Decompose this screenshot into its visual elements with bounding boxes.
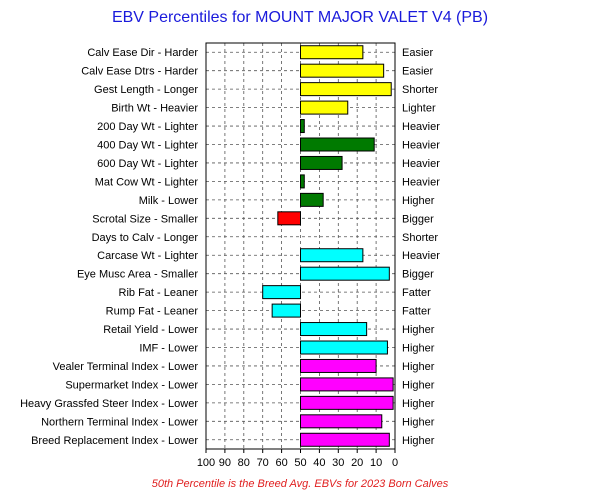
chart-footnote: 50th Percentile is the Breed Avg. EBVs f… (152, 478, 449, 490)
trait-label: Mat Cow Wt - Lighter (95, 176, 199, 188)
bar (300, 63, 385, 78)
trait-label: Rib Fat - Leaner (119, 287, 199, 299)
trait-label: Vealer Terminal Index - Lower (53, 361, 199, 373)
x-tick-label: 100 (197, 457, 215, 469)
trait-direction-label: Higher (402, 361, 435, 373)
trait-label: Retail Yield - Lower (103, 324, 198, 336)
trait-label: 400 Day Wt - Lighter (97, 140, 198, 152)
trait-direction-label: Bigger (402, 213, 434, 225)
trait-label: Supermarket Index - Lower (65, 379, 198, 391)
trait-direction-label: Higher (402, 324, 435, 336)
trait-label: Rump Fat - Leaner (106, 306, 199, 318)
x-tick-label: 90 (219, 457, 231, 469)
bar (300, 45, 364, 60)
bar (300, 155, 343, 170)
bar (300, 82, 392, 97)
trait-label: Northern Terminal Index - Lower (41, 416, 198, 428)
chart-bars (262, 45, 394, 447)
trait-direction-label: Heavier (402, 250, 440, 262)
trait-label: 600 Day Wt - Lighter (97, 158, 198, 170)
bar (300, 174, 305, 189)
bar (300, 395, 394, 410)
x-tick-label: 40 (313, 457, 325, 469)
bar (300, 377, 394, 392)
trait-direction-label: Fatter (402, 287, 431, 299)
trait-direction-label: Heavier (402, 121, 440, 133)
trait-direction-label: Higher (402, 343, 435, 355)
trait-label: Carcase Wt - Lighter (97, 250, 198, 262)
x-tick-label: 80 (238, 457, 250, 469)
bar (262, 285, 302, 300)
trait-label: Breed Replacement Index - Lower (31, 435, 198, 447)
bar (300, 100, 349, 115)
trait-direction-label: Higher (402, 195, 435, 207)
x-tick-label: 70 (257, 457, 269, 469)
trait-direction-label: Lighter (402, 103, 436, 115)
trait-label: Gest Length - Longer (94, 84, 198, 96)
x-tick-label: 50 (294, 457, 306, 469)
trait-label: Heavy Grassfed Steer Index - Lower (20, 398, 198, 410)
trait-labels-left: Calv Ease Dir - Harder Calv Ease Dtrs - H… (20, 47, 198, 447)
trait-direction-label: Shorter (402, 84, 438, 96)
trait-direction-label: Easier (402, 66, 434, 78)
bar (300, 340, 388, 355)
bar (300, 248, 364, 263)
x-tick-label: 60 (275, 457, 287, 469)
trait-label: Days to Calv - Longer (92, 232, 199, 244)
trait-label: Scrotal Size - Smaller (92, 213, 198, 225)
trait-direction-label: Heavier (402, 176, 440, 188)
bar (300, 119, 305, 134)
trait-direction-label: Heavier (402, 140, 440, 152)
bar (300, 137, 375, 152)
trait-direction-label: Easier (402, 47, 434, 59)
bar (300, 414, 383, 429)
trait-label: Birth Wt - Heavier (111, 103, 198, 115)
chart-title: EBV Percentiles for MOUNT MAJOR VALET V4… (112, 9, 488, 26)
trait-direction-label: Higher (402, 435, 435, 447)
x-tick-label: 30 (332, 457, 344, 469)
trait-direction-label: Shorter (402, 232, 438, 244)
trait-label: Milk - Lower (139, 195, 199, 207)
x-axis-ticks: 100 90 80 70 60 50 40 30 20 10 0 (197, 449, 398, 469)
bar (300, 266, 390, 281)
trait-direction-label: Higher (402, 379, 435, 391)
trait-label: 200 Day Wt - Lighter (97, 121, 198, 133)
trait-direction-label: Higher (402, 416, 435, 428)
bar (271, 303, 301, 318)
trait-label: Calv Ease Dir - Harder (87, 47, 198, 59)
bar (300, 358, 377, 373)
trait-label: Eye Musc Area - Smaller (77, 269, 198, 281)
trait-direction-label: Bigger (402, 269, 434, 281)
bar (300, 322, 368, 337)
trait-direction-label: Heavier (402, 158, 440, 170)
trait-label: Calv Ease Dtrs - Harder (81, 66, 198, 78)
trait-direction-label: Higher (402, 398, 435, 410)
trait-labels-right: Easier Easier Shorter Lighter Heavier Heavier… (402, 47, 440, 447)
trait-label: IMF - Lower (139, 343, 198, 355)
x-tick-label: 20 (351, 457, 363, 469)
bar (277, 211, 302, 226)
x-tick-label: 0 (392, 457, 398, 469)
bar (300, 432, 390, 447)
trait-direction-label: Fatter (402, 306, 431, 318)
x-tick-label: 10 (370, 457, 382, 469)
bar (300, 192, 324, 207)
